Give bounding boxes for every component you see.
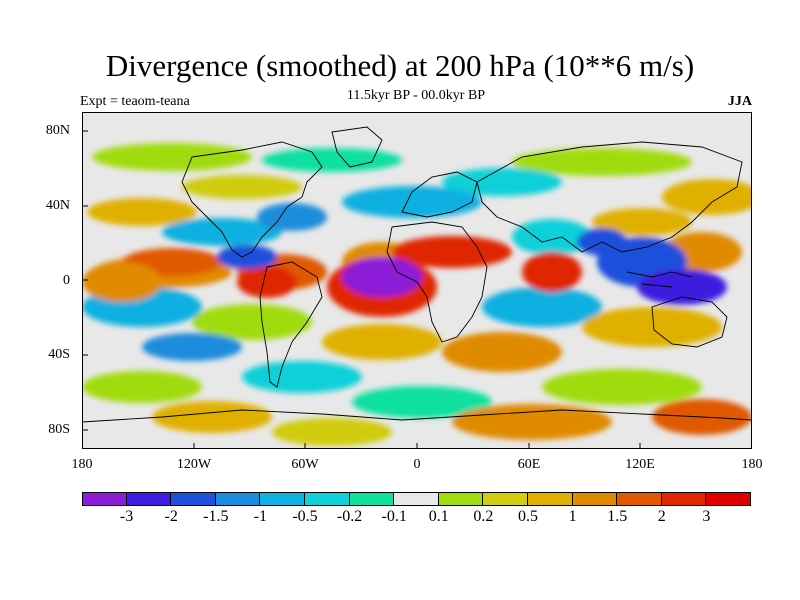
colorbar-label: -1.5 <box>203 508 229 525</box>
field-patch <box>92 143 252 171</box>
lat-label-80s: 80S <box>48 422 70 437</box>
field-patch <box>322 324 442 360</box>
divergence-south-pacific <box>82 262 162 302</box>
lon-label-60w: 60W <box>291 457 319 472</box>
field-patch <box>82 371 202 403</box>
chart-title: Divergence (smoothed) at 200 hPa (10**6 … <box>105 48 695 83</box>
lat-label-40s: 40S <box>48 347 70 362</box>
field-patch <box>512 148 692 176</box>
colorbar-label: -3 <box>119 508 134 525</box>
colorbar-segment <box>260 492 305 506</box>
colorbar-segment <box>305 492 350 506</box>
experiment-label: Expt = teaom-teana <box>80 94 190 109</box>
coastline-asia <box>476 141 743 253</box>
season-label: JJA <box>727 94 752 109</box>
chart-subtitle: 11.5kyr BP - 00.0kyr BP <box>346 88 486 103</box>
convergence-max-tropical-atlantic <box>342 257 422 297</box>
lon-label-120e: 120E <box>625 457 655 472</box>
colorbar-label: 2 <box>657 508 666 525</box>
field-patch <box>87 198 197 226</box>
field-patch <box>442 168 562 196</box>
coastline-africa <box>386 221 488 343</box>
lon-label-0: 0 <box>413 457 421 472</box>
field-patch <box>262 148 402 172</box>
field-patch <box>542 369 702 405</box>
colorbar <box>82 492 751 506</box>
coastline-north-america <box>181 141 323 258</box>
field-patch <box>342 186 482 218</box>
convergence-central-america <box>217 245 277 269</box>
lon-label-60e: 60E <box>517 457 541 472</box>
colorbar-label: 0.1 <box>428 508 449 525</box>
lat-label-40n: 40N <box>45 198 70 213</box>
field-patch <box>512 219 592 255</box>
divergence-sahel-band <box>392 236 512 268</box>
field-patch <box>182 175 302 199</box>
field-patch <box>442 332 562 372</box>
coastline-south-america <box>259 261 323 388</box>
coastline-antarctica <box>82 409 752 423</box>
field-patch <box>452 404 612 440</box>
coastlines <box>82 126 752 423</box>
colorbar-segment <box>349 492 395 506</box>
lon-label-120w: 120W <box>176 457 212 472</box>
field-patch <box>482 287 602 327</box>
colorbar-segment <box>394 492 439 506</box>
colorbar-label: -0.5 <box>292 508 318 525</box>
colorbar-label: 0.2 <box>473 508 494 525</box>
lat-label-80n: 80N <box>45 123 70 138</box>
convergence-west-pacific <box>637 269 727 305</box>
field-patch <box>142 333 242 361</box>
map-panel <box>82 112 752 449</box>
colorbar-segment <box>528 492 573 506</box>
colorbar-segment <box>617 492 662 506</box>
field-patch <box>352 386 492 418</box>
divergence-indian-ocean <box>522 252 582 292</box>
field-patch <box>582 307 722 347</box>
colorbar-segment <box>438 492 484 506</box>
lon-label-180w: 180 <box>71 457 93 472</box>
colorbar-segment <box>661 492 707 506</box>
lon-label-180e: 180 <box>741 457 763 472</box>
colorbar-segment <box>171 492 216 506</box>
colorbar-label: 0.5 <box>518 508 538 525</box>
colorbar-label: 1.5 <box>607 508 628 525</box>
colorbar-label: 1 <box>568 508 577 525</box>
field-patch <box>242 361 362 393</box>
colorbar-segment <box>215 492 261 506</box>
field-patch <box>192 304 312 340</box>
colorbar-label: -0.2 <box>336 508 363 525</box>
divergence-south-america <box>237 266 297 298</box>
map-ticks <box>82 130 641 449</box>
field-patch <box>662 179 752 215</box>
field-patch <box>592 208 692 236</box>
colorbar-frame <box>82 492 751 506</box>
colorbar-label: -2 <box>164 508 178 525</box>
colorbar-segment <box>706 492 751 506</box>
field-patch <box>272 418 392 446</box>
colorbar-segment <box>483 492 528 506</box>
colorbar-label: 3 <box>702 508 711 525</box>
coastline-greenland <box>331 126 383 168</box>
coastline-australia <box>651 296 728 348</box>
colorbar-label: -0.1 <box>381 508 407 525</box>
colorbar-segment <box>82 492 127 506</box>
field-patch <box>152 401 272 433</box>
coastline-indonesia <box>626 271 693 288</box>
lat-label-0: 0 <box>63 273 70 288</box>
convergence-north-atlantic <box>257 203 327 231</box>
colorbar-segment <box>572 492 618 506</box>
map-svg <box>82 112 752 449</box>
colorbar-label: -1 <box>253 508 268 525</box>
colorbar-segment <box>126 492 172 506</box>
